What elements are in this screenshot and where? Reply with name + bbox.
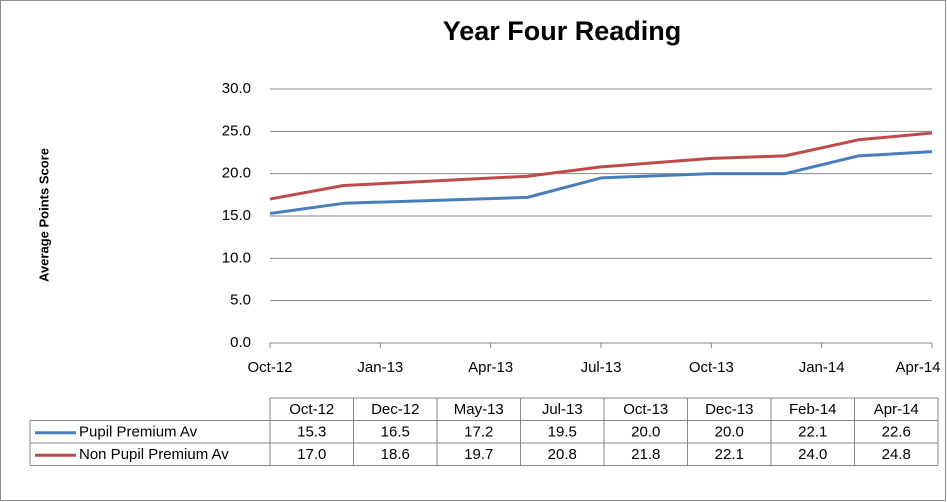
table-header: Oct-12 [289,401,334,418]
table-value: 15.3 [297,424,326,441]
chart-title: Year Four Reading [443,16,682,46]
x-tick-label: Jan-13 [357,359,403,376]
table-value: 17.2 [464,424,493,441]
x-tick-label: Apr-13 [468,359,513,376]
table-value: 17.0 [297,446,326,463]
table-value: 22.6 [882,424,911,441]
table-header: Jul-13 [542,401,583,418]
table-value: 20.0 [631,424,660,441]
line-series [269,150,933,215]
y-tick-label: 5.0 [230,292,251,309]
y-tick-label: 10.0 [222,249,251,266]
table-header: Apr-14 [874,401,919,418]
table-value: 24.8 [882,446,911,463]
table-header: Dec-12 [371,401,419,418]
table-value: 16.5 [381,424,410,441]
table-header: Oct-13 [623,401,668,418]
table-value: 19.5 [548,424,577,441]
y-tick-label: 20.0 [222,165,251,182]
table-value: 22.1 [798,424,827,441]
x-tick-label: Apr-14 [895,359,940,376]
legend-label: Non Pupil Premium Av [79,446,229,463]
x-tick-label: Jul-13 [581,359,622,376]
table-value: 20.8 [548,446,577,463]
table-value: 20.0 [715,424,744,441]
table-value: 22.1 [715,446,744,463]
x-tick-label: Jan-14 [799,359,845,376]
y-axis-label: Average Points Score [36,148,51,282]
legend-label: Pupil Premium Av [79,424,198,441]
table-value: 24.0 [798,446,827,463]
table-value: 21.8 [631,446,660,463]
y-tick-label: 30.0 [222,80,251,97]
y-tick-label: 25.0 [222,122,251,139]
x-tick-label: Oct-12 [247,359,292,376]
table-header: May-13 [454,401,504,418]
table-header: Feb-14 [789,401,837,418]
table-header: Dec-13 [705,401,753,418]
table-value: 19.7 [464,446,493,463]
y-tick-label: 15.0 [222,207,251,224]
y-tick-label: 0.0 [230,334,251,351]
table-value: 18.6 [381,446,410,463]
x-tick-label: Oct-13 [689,359,734,376]
line-series [269,131,933,201]
